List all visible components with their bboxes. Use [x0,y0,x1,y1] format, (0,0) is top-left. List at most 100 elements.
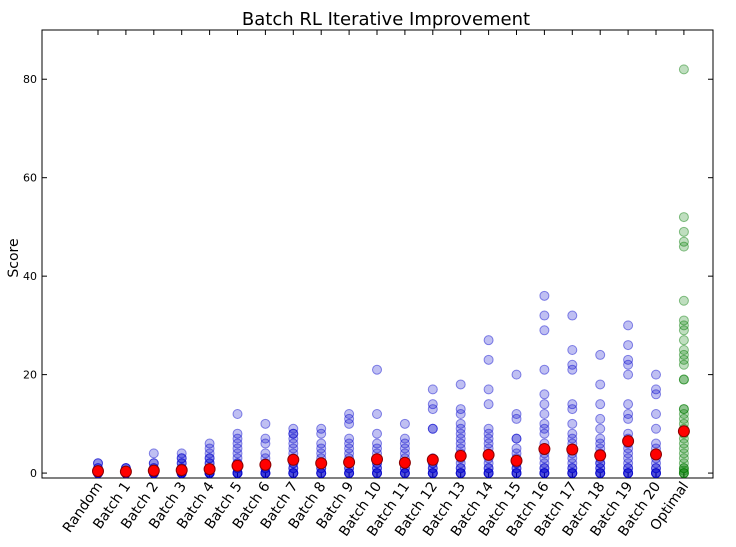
sample-point [288,443,299,454]
sample-point [539,468,550,479]
sample-point [678,463,689,474]
sample-point [678,468,689,479]
sample-point [232,448,243,459]
sample-point [623,369,634,380]
mean-point [566,443,579,456]
sample-point [344,413,355,424]
sample-point [427,468,438,479]
sample-point [288,438,299,449]
sample-point [372,468,382,479]
sample-point [483,433,494,444]
sample-point [511,433,522,444]
sample-point [567,468,578,479]
sample-point [372,428,382,439]
sample-point [344,438,355,449]
sample-point [372,409,382,419]
mean-point [482,448,495,461]
sample-point [148,448,159,459]
sample-point [623,409,634,419]
mean-point [287,453,300,466]
sample-point [288,428,299,439]
sample-point [316,428,327,439]
sample-point [567,359,578,370]
mean-point [231,459,244,472]
sample-point [539,389,550,400]
sample-point [651,389,661,400]
sample-point [539,468,550,479]
sample-point [623,463,634,474]
sample-point [678,236,689,247]
sample-point [427,423,438,434]
sample-point [344,443,355,454]
sample-point [483,335,494,346]
sample-point [511,443,522,454]
sample-point [204,453,215,464]
sample-point [567,404,578,415]
sample-point [651,438,661,449]
sample-point [260,418,271,429]
sample-point [567,468,578,479]
sample-point [455,404,466,415]
sample-point [344,468,355,479]
y-axis-ticks: 0 20 40 60 80 [23,73,713,480]
sample-point [372,468,382,479]
sample-point [539,399,550,410]
sample-point [399,433,410,444]
sample-point [372,468,382,479]
sample-point [176,453,187,464]
sample-point [204,453,215,464]
sample-point [483,468,494,479]
sample-point [567,364,578,375]
mean-point [371,453,383,466]
sample-point [372,438,382,449]
sample-point [455,409,466,419]
sample-point [539,463,550,474]
sample-point [260,448,271,459]
sample-point [511,468,522,479]
sample-point [399,443,410,454]
sample-point [623,453,634,464]
sample-point [539,428,550,439]
sample-point [567,345,578,355]
sample-point [483,463,494,474]
sample-point [344,433,355,444]
mean-point [119,465,132,478]
sample-point [511,433,522,444]
sample-point [232,409,243,419]
sample-point [678,241,689,252]
sample-point [539,423,550,434]
sample-point [483,423,494,434]
sample-point [595,463,606,474]
sample-point [455,428,466,439]
sample-point [595,433,606,444]
sample-point [455,423,466,434]
sample-point [316,438,327,449]
mean-point [343,456,356,469]
sample-point [567,458,578,469]
sample-point [623,359,634,370]
sample-point [539,458,550,469]
mean-point [677,425,690,438]
sample-point [539,325,550,336]
sample-point [595,379,606,390]
sample-point [678,335,689,346]
sample-point [595,468,606,479]
sample-point [539,310,550,321]
sample-point [678,374,689,385]
sample-point [623,448,634,459]
sample-point [483,468,494,479]
sample-point [232,433,243,444]
sample-point [455,468,466,479]
sample-point [678,409,689,419]
mean-point [650,448,662,461]
sample-point [455,468,466,479]
sample-point [678,295,689,306]
sample-point [427,468,438,479]
sample-point [678,458,689,469]
sample-point [567,463,578,474]
sample-point [567,310,578,321]
sample-point [427,384,438,395]
mean-point [510,454,523,467]
sample-points [93,64,689,479]
sample-point [455,468,466,479]
